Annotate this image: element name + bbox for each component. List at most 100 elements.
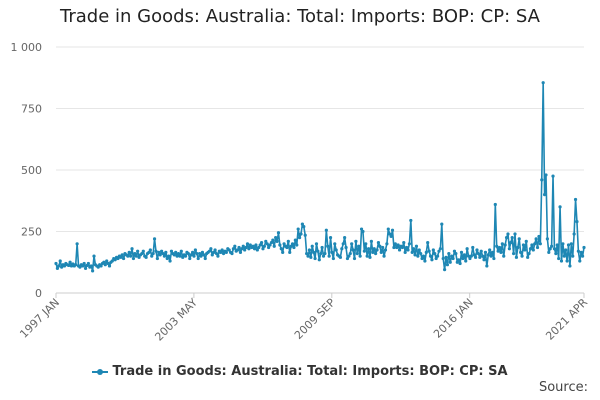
- data-point: [580, 254, 585, 258]
- data-point: [351, 248, 355, 252]
- data-point: [454, 252, 458, 256]
- data-point: [575, 220, 579, 224]
- data-point: [144, 255, 148, 259]
- data-point: [554, 252, 558, 256]
- data-point: [489, 254, 493, 258]
- data-point: [176, 252, 181, 256]
- data-point: [424, 250, 428, 255]
- data-point: [192, 254, 196, 258]
- data-point: [319, 252, 323, 256]
- data-point: [459, 250, 464, 255]
- chart-title: Trade in Goods: Australia: Total: Import…: [60, 6, 540, 27]
- data-point: [566, 243, 571, 247]
- data-point: [381, 245, 385, 250]
- data-point: [475, 248, 479, 252]
- data-point: [488, 248, 492, 252]
- data-point: [175, 254, 179, 258]
- data-point: [557, 256, 561, 261]
- data-point: [307, 248, 312, 252]
- data-point: [506, 232, 510, 236]
- data-point: [213, 248, 217, 252]
- data-point: [382, 254, 386, 258]
- data-point: [327, 254, 331, 258]
- data-point: [245, 242, 250, 246]
- data-point: [162, 254, 167, 258]
- data-point: [421, 254, 426, 258]
- source-label: Source:: [538, 380, 588, 395]
- legend-item[interactable]: Trade in Goods: Australia: Total: Import…: [92, 364, 508, 379]
- data-point: [345, 256, 350, 261]
- data-point: [169, 249, 174, 253]
- data-point: [296, 227, 300, 231]
- data-point: [410, 250, 414, 255]
- data-point: [247, 247, 251, 251]
- data-point: [364, 242, 368, 246]
- data-point: [183, 254, 188, 258]
- data-point: [207, 249, 212, 253]
- data-point: [120, 253, 124, 257]
- data-point: [89, 264, 93, 268]
- data-point: [483, 250, 488, 255]
- data-point: [148, 248, 152, 252]
- data-point: [157, 250, 161, 255]
- data-point: [419, 252, 423, 256]
- data-point: [210, 253, 214, 257]
- data-point: [267, 245, 271, 250]
- data-point: [172, 253, 176, 257]
- y-tick-label: 750: [21, 103, 42, 116]
- data-point: [302, 224, 306, 229]
- data-point: [121, 256, 126, 261]
- data-point: [320, 245, 324, 250]
- data-point: [165, 256, 169, 261]
- data-point: [490, 250, 495, 255]
- data-point: [309, 255, 313, 259]
- data-point: [62, 264, 67, 268]
- data-point: [106, 261, 110, 266]
- data-point: [444, 255, 448, 259]
- data-point: [347, 254, 351, 258]
- data-point: [268, 243, 272, 247]
- x-tick-label: 1997 JAN: [17, 296, 62, 341]
- data-point: [386, 227, 390, 231]
- data-point: [83, 266, 88, 270]
- data-point: [376, 240, 381, 245]
- data-point: [558, 205, 562, 209]
- data-point: [409, 218, 413, 223]
- data-point: [130, 247, 134, 251]
- data-point: [214, 252, 219, 256]
- data-point: [375, 248, 379, 252]
- data-point: [523, 248, 527, 252]
- data-point: [257, 245, 261, 250]
- data-point: [216, 254, 220, 258]
- data-point: [359, 227, 364, 231]
- data-point: [388, 232, 392, 236]
- data-point: [286, 239, 290, 243]
- data-point: [372, 247, 376, 251]
- data-point: [86, 261, 90, 266]
- data-point: [514, 255, 519, 259]
- data-point: [511, 252, 516, 256]
- data-point: [265, 242, 269, 246]
- data-point: [414, 244, 419, 248]
- data-point: [331, 256, 335, 261]
- data-point: [189, 253, 193, 257]
- data-point: [352, 256, 357, 261]
- data-point: [361, 229, 365, 234]
- legend[interactable]: Trade in Goods: Australia: Total: Import…: [0, 364, 600, 380]
- data-point: [431, 248, 435, 252]
- data-point: [561, 242, 565, 246]
- data-point: [292, 245, 296, 250]
- data-point: [355, 252, 359, 256]
- data-point: [181, 255, 185, 259]
- data-point: [276, 231, 281, 235]
- data-point: [221, 252, 226, 256]
- data-point: [568, 264, 572, 268]
- data-point: [362, 249, 366, 253]
- data-point: [198, 252, 202, 256]
- data-point: [548, 247, 552, 251]
- data-point: [541, 81, 545, 85]
- data-point: [433, 252, 437, 256]
- data-point: [154, 249, 158, 253]
